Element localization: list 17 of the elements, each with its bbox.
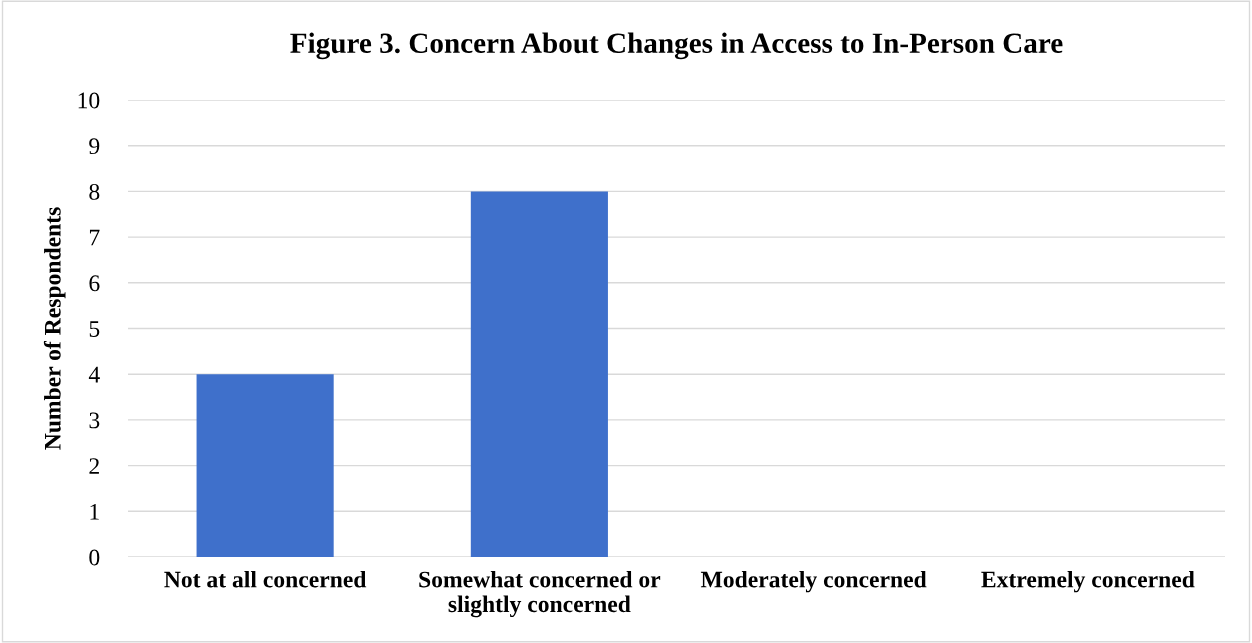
y-tick-label: 10 [78, 92, 100, 109]
y-axis-title: Number of Respondents [43, 207, 66, 450]
chart-title: Figure 3. Concern About Changes in Access to In-Person Care [290, 32, 1063, 60]
y-tick-label: 8 [89, 183, 100, 200]
y-tick-label: 9 [89, 138, 100, 155]
y-tick-label: 0 [89, 549, 100, 566]
y-tick-label: 7 [89, 229, 100, 246]
y-tick-label: 4 [88, 366, 100, 383]
x-tick-label: Somewhat concerned or slightly concerned [419, 570, 661, 618]
x-tick-label: Moderately concerned [700, 570, 927, 593]
y-tick-label: 5 [89, 321, 100, 337]
y-tick-label: 3 [89, 412, 100, 429]
y-tick-label: 1 [90, 503, 99, 520]
x-tick-label: Extremely concerned [981, 570, 1195, 593]
x-tick-label: Not at all concerned [164, 570, 367, 588]
y-tick-label: 6 [89, 275, 100, 292]
y-tick-label: 2 [89, 458, 99, 474]
